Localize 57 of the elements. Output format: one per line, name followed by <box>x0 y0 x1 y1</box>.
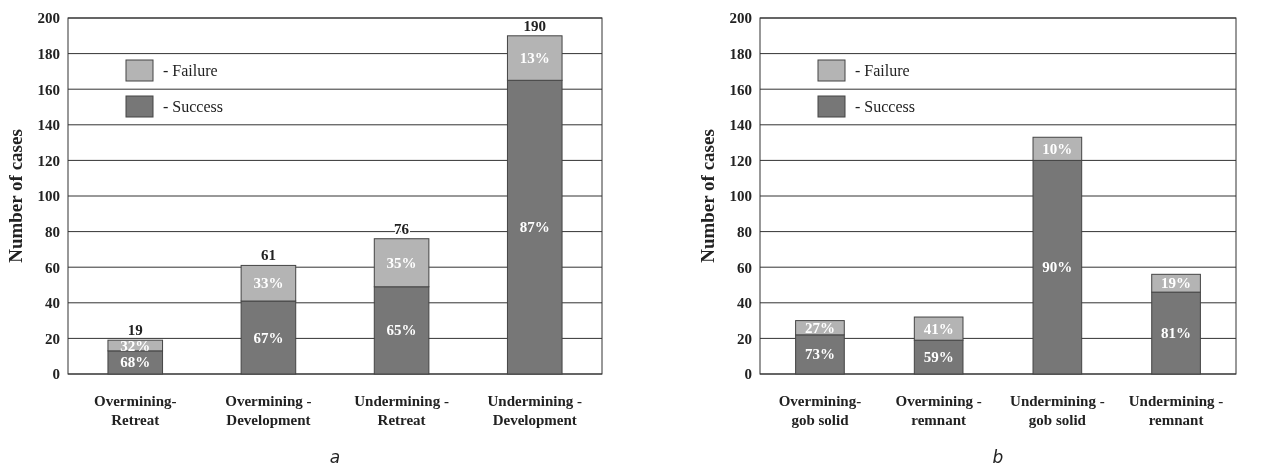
y-tick-label: 80 <box>737 223 752 240</box>
y-tick-label: 200 <box>37 10 60 27</box>
x-tick-label: Overmining - Development <box>225 393 312 428</box>
y-tick-label: 200 <box>729 10 752 27</box>
y-tick-label: 0 <box>52 366 60 383</box>
legend-label: - Success <box>855 98 915 115</box>
x-tick-label: Overmining - remnant <box>895 393 982 428</box>
y-tick-label: 160 <box>37 81 60 98</box>
x-tick-label: Overmining-gob solid <box>778 393 862 428</box>
y-tick-label: 100 <box>37 188 60 205</box>
text: b <box>992 447 1004 467</box>
x-tick-label: Undermining - Development <box>487 393 583 428</box>
x-tick-label: Overmining-Retreat <box>94 393 177 428</box>
annotation: 67% <box>253 329 284 346</box>
y-tick-label: 140 <box>729 117 752 134</box>
annotation: 81% <box>1161 325 1192 342</box>
annotation: 68% <box>120 354 151 371</box>
x-tick-label: Undermining - gob solid <box>1010 393 1105 428</box>
annotation: 41% <box>923 320 954 337</box>
x-tick-label: Undermining - Retreat <box>354 393 449 428</box>
text: a <box>329 447 341 467</box>
annotation: 19% <box>1161 275 1192 292</box>
x-tick-label: Undermining - remnant <box>1128 393 1224 428</box>
y-tick-label: 140 <box>37 117 60 134</box>
y-tick-label: 60 <box>45 259 60 276</box>
annotation: 27% <box>804 319 835 336</box>
annotation: 87% <box>519 219 550 236</box>
legend-label: - Failure <box>855 62 910 79</box>
y-tick-label: 0 <box>744 366 752 383</box>
y-tick-label: 120 <box>729 152 752 169</box>
total-label: 61 <box>260 247 276 264</box>
annotation: 35% <box>386 254 417 271</box>
y-tick-label: 160 <box>729 81 752 98</box>
annotation: 73% <box>804 346 835 363</box>
annotation: 13% <box>519 50 550 67</box>
y-tick-label: 40 <box>737 295 752 312</box>
y-tick-label: 180 <box>37 45 60 62</box>
y-tick-label: 120 <box>37 152 60 169</box>
annotation: 65% <box>386 322 417 339</box>
y-tick-label: 40 <box>45 295 60 312</box>
legend-label: - Failure <box>163 62 218 79</box>
y-tick-label: 180 <box>729 45 752 62</box>
y-axis-title: Number of cases <box>5 129 26 263</box>
legend-label: - Success <box>163 98 223 115</box>
annotation: 33% <box>253 275 284 292</box>
total-label: 19 <box>127 322 143 339</box>
y-axis-title: Number of cases <box>697 129 718 263</box>
y-tick-label: 60 <box>737 259 752 276</box>
y-tick-label: 100 <box>729 188 752 205</box>
y-tick-label: 20 <box>737 330 752 347</box>
annotation: 10% <box>1042 140 1073 157</box>
annotation: 90% <box>1042 259 1073 276</box>
annotation: 32% <box>120 337 151 354</box>
annotation: 59% <box>923 349 954 366</box>
total-label: 190 <box>523 17 546 34</box>
y-tick-label: 20 <box>45 330 60 347</box>
y-tick-label: 80 <box>45 223 60 240</box>
